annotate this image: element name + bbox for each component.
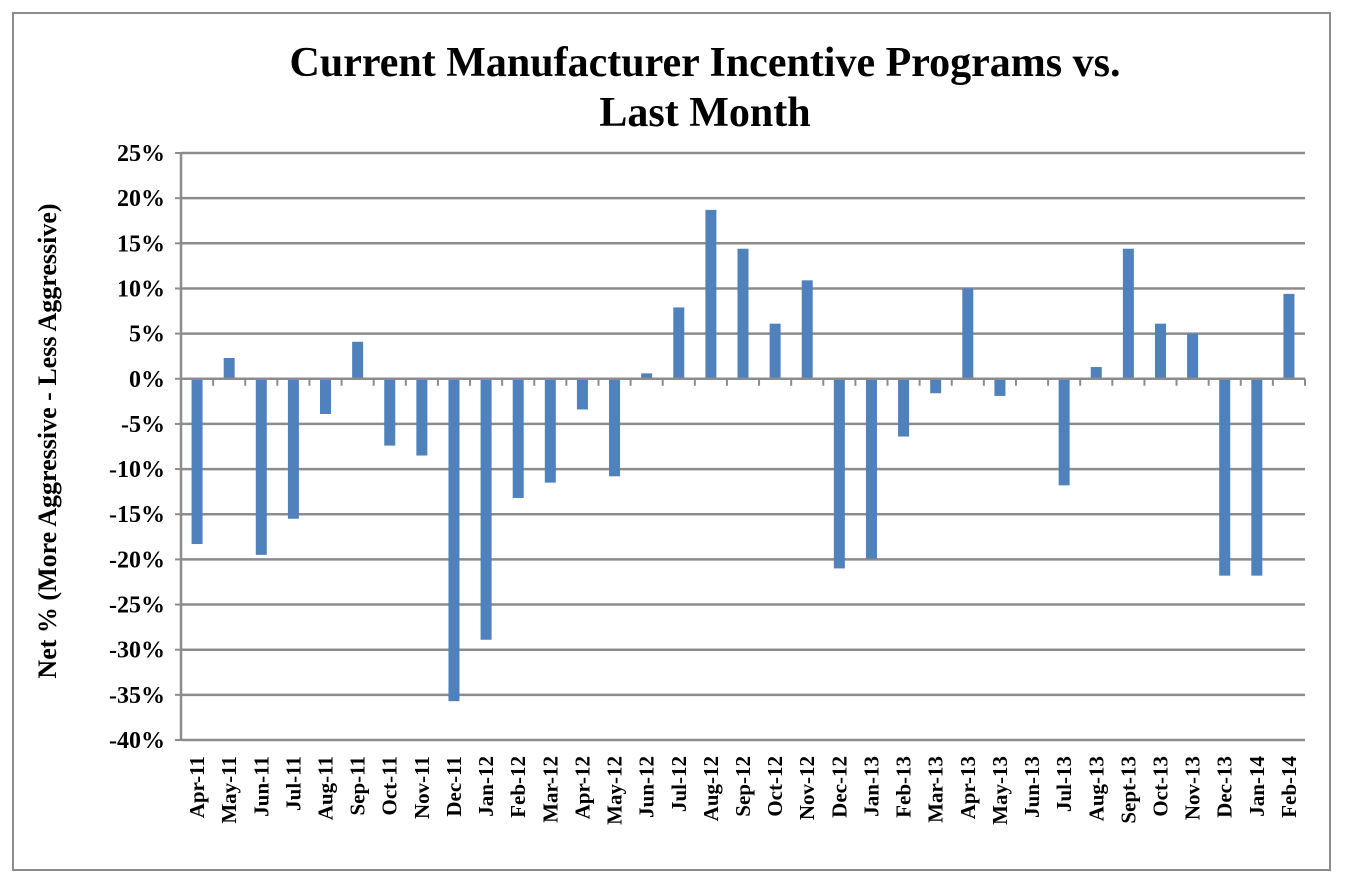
x-tick-label: Feb-12 xyxy=(506,756,530,818)
bar xyxy=(223,357,235,379)
bar xyxy=(255,378,267,555)
x-tick-label: Nov-12 xyxy=(795,756,819,820)
bar xyxy=(705,209,717,379)
bar xyxy=(801,280,813,379)
x-tick-label: Jul-11 xyxy=(281,756,305,811)
chart-title: Current Manufacturer Incentive Programs … xyxy=(0,38,1346,138)
y-axis-label: Net % (More Aggressive - Less Aggressive… xyxy=(33,203,62,678)
x-tick-label: Dec-12 xyxy=(827,756,851,818)
bar xyxy=(576,378,588,410)
x-tick-label: Jul-12 xyxy=(667,756,691,812)
y-tick-label: -5% xyxy=(121,412,165,438)
chart-title-line-2: Last Month xyxy=(599,90,811,136)
chart-frame xyxy=(12,12,1331,871)
bar xyxy=(1283,293,1295,379)
x-tick-label: Apr-11 xyxy=(185,756,209,818)
bar xyxy=(833,378,845,569)
x-tick-label: Oct-13 xyxy=(1148,756,1172,817)
x-tick-label: Nov-11 xyxy=(410,756,434,819)
bar xyxy=(962,288,974,379)
x-tick-label: Oct-12 xyxy=(763,756,787,817)
x-tick-label: Jun-11 xyxy=(249,756,273,817)
bar xyxy=(191,378,203,545)
bar xyxy=(1058,378,1070,486)
bar xyxy=(865,378,877,559)
x-tick-label: Apr-12 xyxy=(570,756,594,819)
x-tick-label: Dec-11 xyxy=(442,756,466,817)
x-tick-label: Jan-12 xyxy=(474,756,498,817)
x-tick-label: Oct-11 xyxy=(378,756,402,815)
x-tick-label: Sep-11 xyxy=(346,756,370,816)
y-tick-label: -15% xyxy=(109,502,165,528)
bar xyxy=(930,378,942,394)
bar xyxy=(1154,323,1166,379)
x-tick-label: Jan-13 xyxy=(859,756,883,817)
bar xyxy=(320,378,332,414)
y-tick-label: -10% xyxy=(109,457,165,483)
y-tick-label: -35% xyxy=(109,683,165,709)
x-tick-label: Jun-13 xyxy=(1020,756,1044,818)
bar xyxy=(769,323,781,379)
x-tick-label: Sept-13 xyxy=(1116,756,1140,824)
axes xyxy=(179,153,1306,740)
x-tick-label: Apr-13 xyxy=(956,756,980,819)
bar xyxy=(737,248,749,379)
x-tick-label: Jun-12 xyxy=(635,756,659,818)
bar xyxy=(287,378,299,519)
x-tick-label: May-11 xyxy=(217,756,241,824)
bar xyxy=(480,378,492,640)
y-tick-label: -20% xyxy=(109,547,165,573)
bar xyxy=(512,378,524,498)
x-tick-label: Aug-11 xyxy=(314,756,338,820)
x-tick-label: May-13 xyxy=(988,756,1012,825)
gridlines xyxy=(175,151,1305,742)
x-tick-label: Aug-12 xyxy=(699,756,723,821)
x-tick-label: Feb-13 xyxy=(892,756,916,818)
bar xyxy=(994,378,1006,396)
bar xyxy=(1122,248,1134,379)
bar xyxy=(1219,378,1231,576)
bar xyxy=(416,378,428,456)
x-tick-labels: Apr-11 May-11 Jun-11 Jul-11 Aug-11 Sep-11 Oct-… xyxy=(185,756,1301,825)
x-tick-label: Aug-13 xyxy=(1084,756,1108,821)
bar xyxy=(1187,333,1199,379)
y-tick-label: 0% xyxy=(129,367,165,393)
y-tick-label: 20% xyxy=(117,186,165,212)
x-tick-label: Dec-13 xyxy=(1213,756,1237,818)
x-tick-label: Sep-12 xyxy=(731,756,755,817)
x-tick-label: Jan-14 xyxy=(1245,756,1269,817)
y-tick-label: -40% xyxy=(109,728,165,754)
x-tick-label: Jul-13 xyxy=(1052,756,1076,812)
x-tick-label: May-12 xyxy=(603,756,627,825)
y-tick-labels: 25% 20% 15% 10% 5% 0% -5% -10% -15% -20% -25% -30% -… xyxy=(109,141,165,754)
bar xyxy=(641,373,653,379)
x-tick-label: Nov-13 xyxy=(1181,756,1205,820)
bar xyxy=(1251,378,1263,576)
x-tick-label: Feb-14 xyxy=(1277,756,1301,818)
bar xyxy=(384,378,396,446)
bar xyxy=(609,378,621,477)
bar xyxy=(448,378,460,702)
y-tick-label: -25% xyxy=(109,593,165,619)
y-tick-label: 15% xyxy=(117,231,165,257)
y-tick-label: -30% xyxy=(109,638,165,664)
bar xyxy=(544,378,556,483)
bar xyxy=(898,378,910,437)
bar xyxy=(1090,367,1102,379)
x-tick-label: Mar-13 xyxy=(924,756,948,823)
x-tick-label: Mar-12 xyxy=(538,756,562,823)
bars xyxy=(191,209,1295,702)
y-tick-label: 10% xyxy=(117,276,165,302)
bar xyxy=(352,341,364,379)
chart-title-line-1: Current Manufacturer Incentive Programs … xyxy=(289,40,1121,86)
y-tick-label: 25% xyxy=(117,141,165,167)
y-tick-label: 5% xyxy=(129,322,165,348)
bar xyxy=(673,307,685,379)
